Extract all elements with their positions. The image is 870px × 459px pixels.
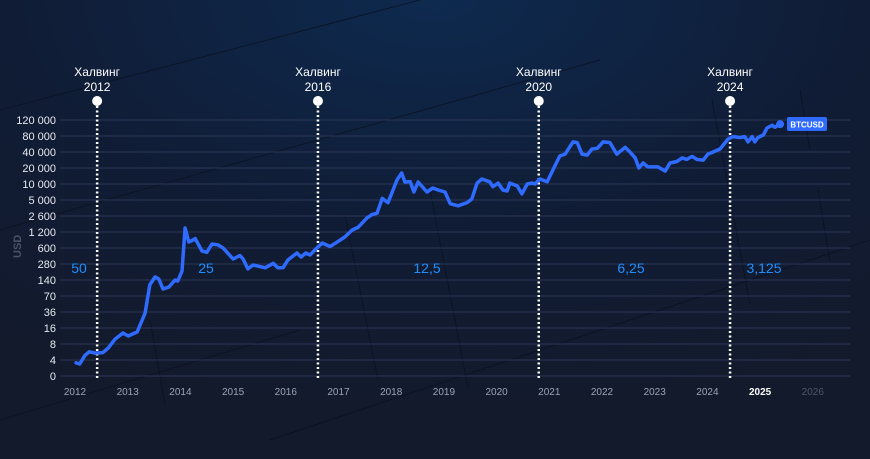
x-tick-label: 2024 — [696, 387, 719, 398]
halving-year: 2012 — [84, 80, 111, 94]
halving-year: 2024 — [717, 80, 744, 94]
y-tick-label: 4 — [50, 355, 56, 367]
x-tick-label: 2012 — [64, 387, 87, 398]
halving-title: Халвинг — [74, 65, 120, 79]
halving-dot — [533, 96, 544, 106]
x-axis: 2012 2013 2014 2015 2016 2017 2018 2019 2020 2021… — [64, 387, 824, 398]
y-axis-label: USD — [12, 235, 24, 258]
halving-dot — [725, 96, 736, 106]
halving-markers: Халвинг2012Халвинг2016Халвинг2020Халвинг… — [74, 65, 754, 378]
y-tick-label: 1 200 — [28, 227, 56, 239]
x-tick-label: 2014 — [169, 387, 192, 398]
y-tick-label: 5 000 — [28, 195, 56, 207]
y-tick-label: 280 — [38, 259, 56, 271]
ticker-badge: BTCUSD — [787, 117, 827, 131]
y-tick-label: 10 000 — [22, 179, 56, 191]
y-tick-label: 20 000 — [22, 163, 56, 175]
y-tick-label: 600 — [38, 243, 56, 255]
halving-title: Халвинг — [295, 65, 341, 79]
y-tick-label: 80 000 — [22, 131, 56, 143]
x-tick-label: 2021 — [538, 387, 561, 398]
last-price-dot — [776, 120, 785, 129]
x-tick-label: 2016 — [275, 387, 298, 398]
y-tick-label: 70 — [44, 291, 56, 303]
price-line — [74, 122, 782, 366]
y-tick-label: 120 000 — [16, 115, 56, 127]
block-reward-label: 6,25 — [617, 260, 644, 276]
block-rewards: 50 25 12,5 6,25 3,125 — [71, 260, 782, 276]
block-reward-label: 50 — [71, 260, 87, 276]
y-tick-label: 140 — [38, 275, 56, 287]
y-tick-label: 2 600 — [28, 211, 56, 223]
x-tick-label: 2026 — [802, 387, 825, 398]
x-tick-label: 2015 — [222, 387, 245, 398]
y-tick-label: 16 — [44, 323, 56, 335]
x-tick-label: 2020 — [485, 387, 508, 398]
block-reward-label: 25 — [198, 260, 214, 276]
halving-dot — [92, 96, 103, 106]
x-tick-label: 2023 — [644, 387, 667, 398]
x-tick-label: 2018 — [380, 387, 403, 398]
y-tick-label: 0 — [50, 371, 56, 383]
decorative-diagonals — [0, 0, 870, 440]
halving-year: 2020 — [525, 80, 552, 94]
svg-text:BTCUSD: BTCUSD — [790, 121, 824, 130]
x-tick-label: 2025 — [749, 387, 772, 398]
x-tick-label: 2022 — [591, 387, 614, 398]
halving-year: 2016 — [305, 80, 332, 94]
halving-title: Халвинг — [707, 65, 753, 79]
y-axis: 0 4 8 16 36 70 140 280 600 1 200 2 600 5 000 10 000 2… — [16, 115, 56, 383]
grid-lines — [60, 119, 850, 377]
x-tick-label: 2017 — [327, 387, 350, 398]
block-reward-label: 3,125 — [746, 260, 781, 276]
x-tick-label: 2019 — [433, 387, 456, 398]
block-reward-label: 12,5 — [413, 260, 440, 276]
x-tick-label: 2013 — [117, 387, 140, 398]
halving-title: Халвинг — [516, 65, 562, 79]
y-tick-label: 40 000 — [22, 147, 56, 159]
y-tick-label: 36 — [44, 307, 56, 319]
halving-dot — [312, 96, 323, 106]
y-tick-label: 8 — [50, 339, 56, 351]
